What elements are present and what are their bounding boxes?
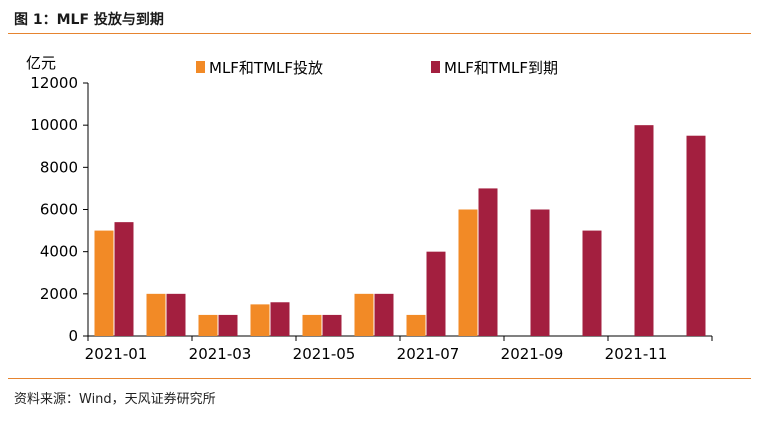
bar-issue [94, 230, 114, 336]
y-unit-label: 亿元 [26, 54, 56, 72]
y-tick-label: 8000 [40, 158, 78, 176]
bar-issue [250, 304, 270, 336]
bar-maturity [634, 125, 654, 337]
bar-issue [198, 314, 218, 336]
bar-maturity [426, 251, 446, 336]
bar-issue [406, 314, 426, 336]
bar-maturity [114, 222, 134, 336]
y-axis: 0 2000 4000 6000 8000 10000 12000 亿元 [26, 54, 89, 345]
y-tick-label: 4000 [40, 243, 78, 261]
x-tick-label: 2021-03 [189, 345, 252, 363]
source-note: 资料来源：Wind，天风证券研究所 [14, 392, 216, 407]
bar-maturity [582, 230, 602, 336]
figure-title: 图 1：MLF 投放与到期 [14, 12, 164, 28]
legend-label: MLF和TMLF投放 [209, 59, 323, 77]
bottom-divider [8, 378, 751, 379]
x-tick-label: 2021-07 [397, 345, 460, 363]
x-tick-label: 2021-09 [501, 345, 564, 363]
y-tick-label: 0 [68, 327, 78, 345]
bar-maturity [270, 302, 290, 336]
legend-swatch [196, 61, 205, 73]
bar-maturity [478, 188, 498, 336]
bar-maturity [218, 314, 238, 336]
bar-maturity [322, 314, 342, 336]
bar-issue [458, 209, 478, 336]
bar-maturity [166, 293, 186, 336]
bar-issue [354, 293, 374, 336]
y-tick-label: 2000 [40, 285, 78, 303]
bar-maturity [530, 209, 550, 336]
x-tick-label: 2021-01 [85, 345, 148, 363]
bars [94, 125, 706, 337]
y-tick-label: 12000 [30, 74, 78, 92]
bar-maturity [686, 135, 706, 336]
x-axis: 2021-01 2021-03 2021-05 2021-07 2021-09 2021-… [85, 335, 713, 363]
bar-issue [146, 293, 166, 336]
x-tick-label: 2021-11 [605, 345, 668, 363]
y-tick-label: 10000 [30, 116, 78, 134]
bar-issue [302, 314, 322, 336]
y-tick-label: 6000 [40, 201, 78, 219]
legend-label: MLF和TMLF到期 [444, 59, 558, 77]
legend-swatch [431, 61, 440, 73]
bar-maturity [374, 293, 394, 336]
top-divider [8, 33, 751, 34]
x-tick-label: 2021-05 [293, 345, 356, 363]
legend: MLF和TMLF投放 MLF和TMLF到期 [196, 59, 558, 77]
